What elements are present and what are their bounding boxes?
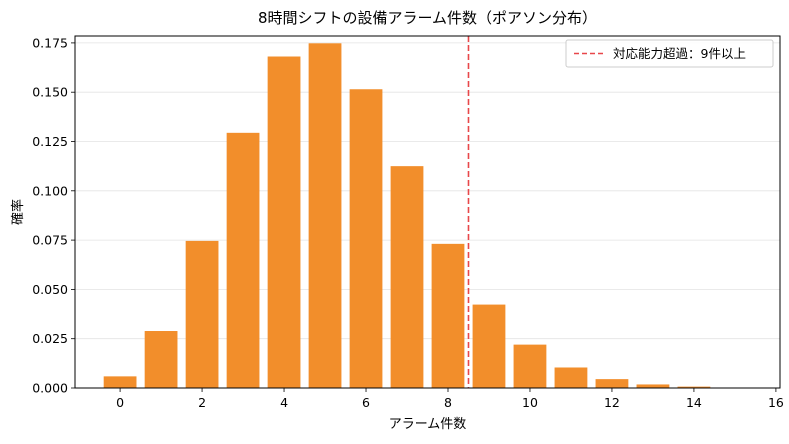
y-tick-label: 0.175 <box>32 35 68 50</box>
y-tick-label: 0.150 <box>32 85 68 100</box>
x-tick-label: 12 <box>604 395 620 410</box>
bar-5 <box>308 43 342 389</box>
x-tick-label: 4 <box>280 395 288 410</box>
bar-layer <box>103 43 752 389</box>
y-tick-label: 0.075 <box>32 233 68 248</box>
bar-4 <box>267 56 301 389</box>
bar-9 <box>472 304 506 388</box>
bar-8 <box>431 243 465 388</box>
x-tick-label: 16 <box>768 395 784 410</box>
bar-0 <box>103 376 137 388</box>
chart-title: 8時間シフトの設備アラーム件数（ポアソン分布） <box>258 9 597 27</box>
bar-11 <box>554 367 588 388</box>
tick-layer: 0.000 0.025 0.050 0.075 0.100 0.125 0.150 0.175… <box>32 35 784 410</box>
x-tick-label: 14 <box>686 395 702 410</box>
x-tick-label: 2 <box>198 395 206 410</box>
x-axis-title: アラーム件数 <box>389 417 467 432</box>
bar-1 <box>144 331 178 388</box>
plot-frame <box>74 35 781 389</box>
bar-10 <box>513 344 547 388</box>
grid-layer <box>75 42 780 389</box>
bar-6 <box>349 89 383 388</box>
bar-13 <box>636 384 670 388</box>
bar-2 <box>185 240 219 388</box>
bar-3 <box>226 132 260 388</box>
y-tick-label: 0.000 <box>32 381 68 396</box>
x-tick-label: 10 <box>522 395 538 410</box>
y-axis-title: 確率 <box>10 199 26 225</box>
y-tick-label: 0.100 <box>32 183 68 198</box>
y-tick-label: 0.050 <box>32 282 68 297</box>
bar-12 <box>595 379 629 388</box>
x-tick-label: 8 <box>444 395 452 410</box>
x-tick-label: 0 <box>116 395 124 410</box>
legend-box <box>565 39 774 68</box>
legend: 対応能力超過：9件以上 <box>565 39 774 68</box>
x-tick-label: 6 <box>362 395 370 410</box>
bar-7 <box>390 166 424 388</box>
legend-threshold-label: 対応能力超過：9件以上 <box>613 46 746 61</box>
y-tick-label: 0.025 <box>32 331 68 346</box>
bar-14 <box>677 386 711 388</box>
y-tick-label: 0.125 <box>32 134 68 149</box>
